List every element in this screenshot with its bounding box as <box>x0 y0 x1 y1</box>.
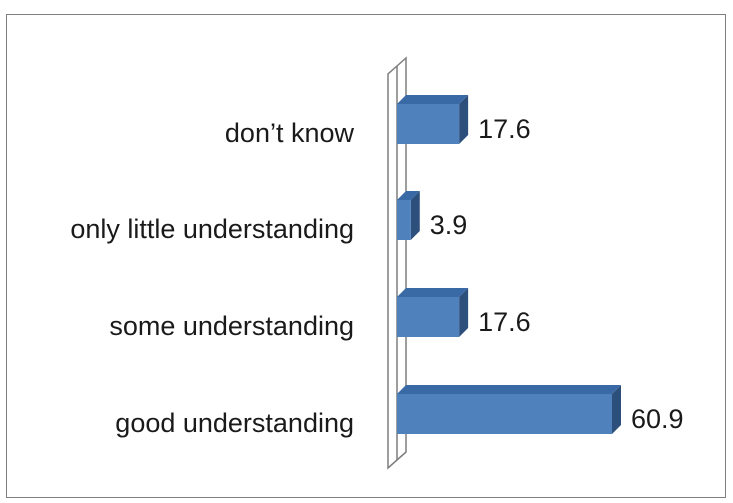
bar <box>397 200 411 240</box>
bar <box>397 104 460 144</box>
labels-group: don’t know 17.6 only little understanding 3… <box>70 114 683 438</box>
bar-top <box>397 288 469 297</box>
bar-top <box>397 385 621 394</box>
bar-side <box>459 288 469 337</box>
data-label: 60.9 <box>631 404 684 434</box>
category-label: don’t know <box>225 118 355 148</box>
bar-side <box>459 95 469 144</box>
data-label: 17.6 <box>478 114 531 144</box>
bar <box>397 394 612 434</box>
axis-wall-base <box>387 451 407 469</box>
bar-top <box>397 191 420 200</box>
data-label: 17.6 <box>478 307 531 337</box>
bar-side <box>612 385 621 434</box>
bars-group <box>397 95 621 434</box>
bar-side <box>410 191 420 240</box>
category-label: only little understanding <box>70 214 354 244</box>
bar-top <box>397 95 469 104</box>
bar <box>397 297 460 337</box>
data-label: 3.9 <box>430 210 468 240</box>
category-label: good understanding <box>115 408 354 438</box>
category-label: some understanding <box>109 311 354 341</box>
